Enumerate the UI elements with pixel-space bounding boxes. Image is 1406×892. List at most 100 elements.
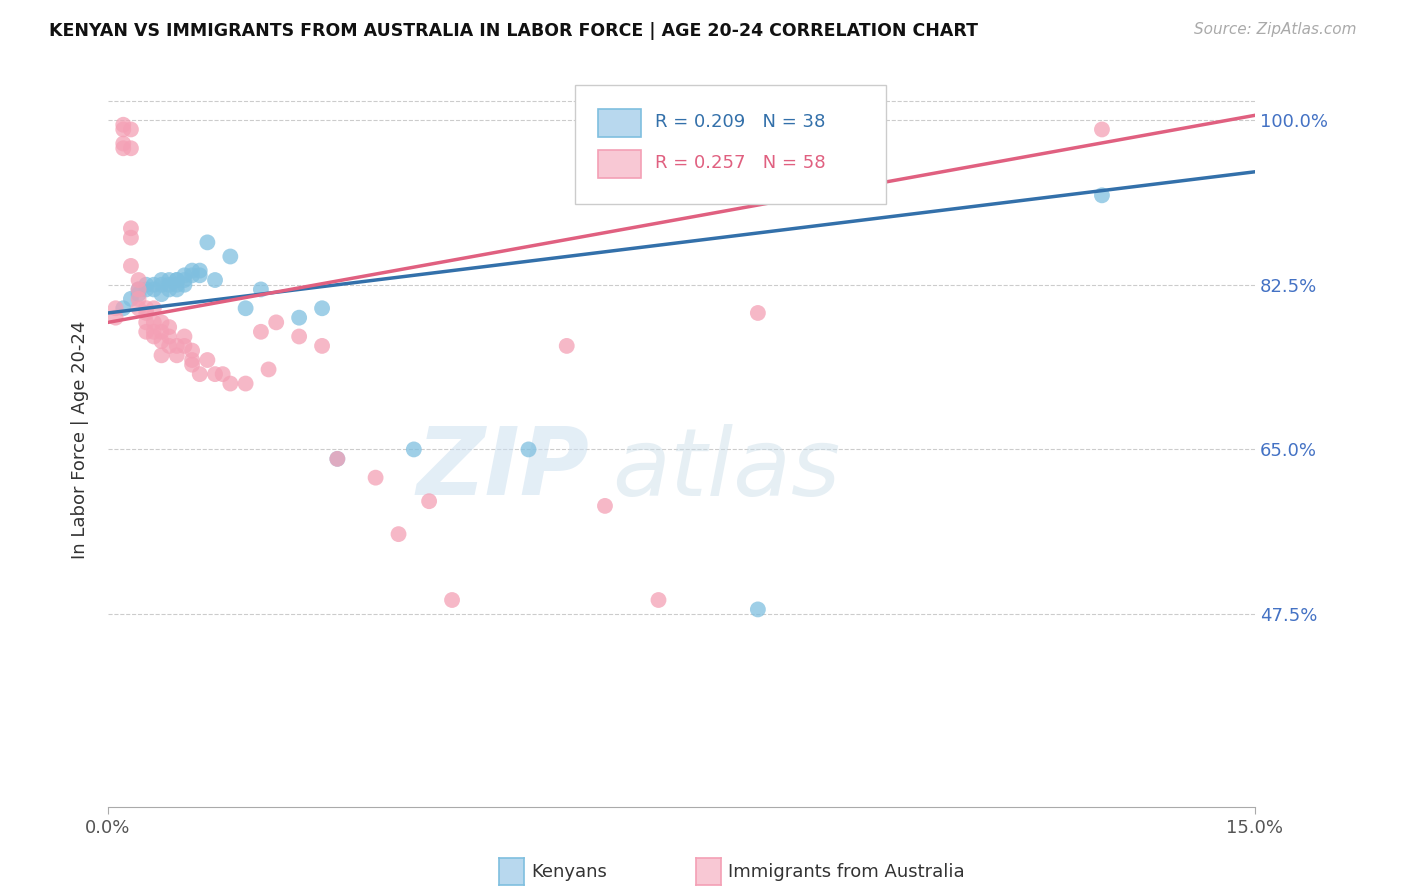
Point bbox=[135, 306, 157, 320]
Point bbox=[235, 301, 257, 316]
Point bbox=[181, 263, 204, 277]
Point bbox=[593, 499, 616, 513]
Point bbox=[166, 282, 188, 296]
Point bbox=[157, 320, 180, 334]
Point bbox=[128, 282, 150, 296]
Point bbox=[1091, 188, 1114, 202]
Point bbox=[326, 451, 349, 466]
Point bbox=[150, 287, 173, 301]
Point bbox=[364, 470, 387, 484]
Point bbox=[288, 329, 311, 343]
Point bbox=[181, 353, 204, 368]
Point bbox=[402, 442, 425, 457]
Point bbox=[173, 277, 195, 292]
Point bbox=[173, 339, 195, 353]
Point bbox=[288, 310, 311, 325]
Point bbox=[647, 593, 669, 607]
Point bbox=[112, 141, 135, 155]
Point bbox=[120, 230, 142, 244]
Point bbox=[747, 306, 769, 320]
Point bbox=[150, 334, 173, 349]
Point bbox=[257, 362, 280, 376]
Point bbox=[387, 527, 409, 541]
Point bbox=[112, 122, 135, 136]
Point bbox=[188, 263, 211, 277]
Point bbox=[250, 282, 273, 296]
Point bbox=[157, 282, 180, 296]
Point bbox=[188, 268, 211, 283]
Point bbox=[747, 602, 769, 616]
Point bbox=[166, 277, 188, 292]
Point bbox=[173, 329, 195, 343]
Point bbox=[142, 329, 165, 343]
Text: KENYAN VS IMMIGRANTS FROM AUSTRALIA IN LABOR FORCE | AGE 20-24 CORRELATION CHART: KENYAN VS IMMIGRANTS FROM AUSTRALIA IN L… bbox=[49, 22, 979, 40]
Y-axis label: In Labor Force | Age 20-24: In Labor Force | Age 20-24 bbox=[72, 321, 89, 559]
Point bbox=[823, 141, 845, 155]
Point bbox=[326, 451, 349, 466]
Point bbox=[120, 292, 142, 306]
Point bbox=[264, 315, 287, 329]
Point bbox=[1091, 122, 1114, 136]
Point bbox=[166, 273, 188, 287]
Point bbox=[204, 273, 226, 287]
Point bbox=[157, 339, 180, 353]
Point bbox=[311, 339, 333, 353]
Point bbox=[112, 136, 135, 151]
Point bbox=[135, 315, 157, 329]
Point bbox=[441, 593, 464, 607]
Point bbox=[166, 273, 188, 287]
Point bbox=[128, 301, 150, 316]
Point bbox=[235, 376, 257, 391]
Point bbox=[120, 141, 142, 155]
Point bbox=[173, 268, 195, 283]
Point bbox=[128, 292, 150, 306]
Point bbox=[128, 282, 150, 296]
Point bbox=[211, 367, 233, 381]
Point bbox=[112, 301, 135, 316]
Point bbox=[157, 329, 180, 343]
Text: atlas: atlas bbox=[613, 424, 841, 515]
Point bbox=[157, 277, 180, 292]
Point bbox=[150, 277, 173, 292]
Point bbox=[142, 315, 165, 329]
FancyBboxPatch shape bbox=[575, 86, 886, 203]
Point bbox=[142, 282, 165, 296]
Point bbox=[219, 376, 242, 391]
Point bbox=[135, 277, 157, 292]
Point bbox=[219, 250, 242, 264]
Point bbox=[181, 268, 204, 283]
Point bbox=[188, 367, 211, 381]
Point bbox=[181, 343, 204, 358]
Point bbox=[150, 315, 173, 329]
FancyBboxPatch shape bbox=[598, 109, 641, 136]
Point bbox=[157, 273, 180, 287]
Point bbox=[150, 348, 173, 362]
Point bbox=[135, 282, 157, 296]
Point bbox=[142, 301, 165, 316]
Point bbox=[517, 442, 540, 457]
Text: Immigrants from Australia: Immigrants from Australia bbox=[728, 863, 965, 881]
Point bbox=[120, 122, 142, 136]
Point bbox=[150, 273, 173, 287]
Point bbox=[128, 287, 150, 301]
Point bbox=[204, 367, 226, 381]
Text: ZIP: ZIP bbox=[416, 424, 589, 516]
Point bbox=[104, 301, 127, 316]
Point bbox=[135, 301, 157, 316]
Point bbox=[311, 301, 333, 316]
FancyBboxPatch shape bbox=[598, 150, 641, 178]
Text: R = 0.257   N = 58: R = 0.257 N = 58 bbox=[655, 154, 825, 172]
Point bbox=[418, 494, 440, 508]
Point bbox=[120, 221, 142, 235]
Point bbox=[142, 277, 165, 292]
Point bbox=[166, 348, 188, 362]
Point bbox=[135, 325, 157, 339]
Point bbox=[555, 339, 578, 353]
Text: R = 0.209   N = 38: R = 0.209 N = 38 bbox=[655, 113, 825, 131]
Point bbox=[150, 325, 173, 339]
Point bbox=[112, 118, 135, 132]
Point bbox=[197, 235, 219, 250]
Text: Kenyans: Kenyans bbox=[531, 863, 607, 881]
Point bbox=[250, 325, 273, 339]
Point bbox=[120, 259, 142, 273]
